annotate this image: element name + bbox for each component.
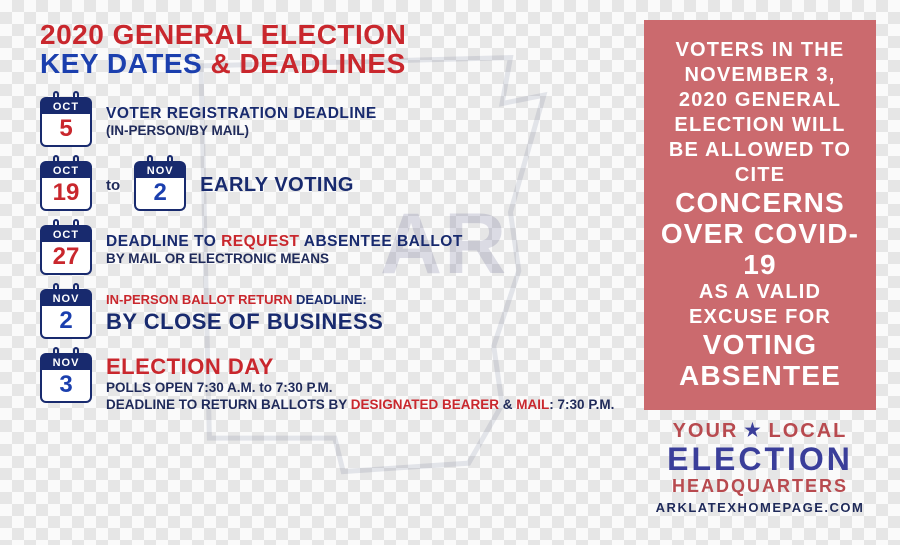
event-sub: POLLS OPEN 7:30 A.M. to 7:30 P.M. bbox=[106, 380, 624, 397]
site-url: ARKLATEXHOMEPAGE.COM bbox=[644, 501, 876, 515]
event-sub: (IN-PERSON/BY MAIL) bbox=[106, 123, 624, 140]
event-row: NOV 3 ELECTION DAY POLLS OPEN 7:30 A.M. … bbox=[40, 353, 624, 414]
event-row: OCT 19 to NOV 2 EARLY VOTING bbox=[40, 161, 624, 211]
calendar-icon: OCT 5 bbox=[40, 97, 92, 147]
header-line1: 2020 GENERAL ELECTION bbox=[40, 20, 624, 49]
event-sub: DEADLINE TO RETURN BALLOTS BY DESIGNATED… bbox=[106, 397, 624, 414]
calendar-icon: OCT 27 bbox=[40, 225, 92, 275]
date-joiner: to bbox=[106, 177, 120, 194]
event-row: NOV 2 IN-PERSON BALLOT RETURN DEADLINE: … bbox=[40, 289, 624, 339]
event-title: ELECTION DAY bbox=[106, 353, 624, 381]
calendar-icon: NOV 3 bbox=[40, 353, 92, 403]
event-row: OCT 5 VOTER REGISTRATION DEADLINE (IN-PE… bbox=[40, 97, 624, 147]
event-list: OCT 5 VOTER REGISTRATION DEADLINE (IN-PE… bbox=[40, 97, 624, 414]
calendar-day: 5 bbox=[40, 114, 92, 147]
election-hq-logo: YOUR ★ LOCAL ELECTION HEADQUARTERS ARKLA… bbox=[644, 420, 876, 515]
event-title: EARLY VOTING bbox=[200, 173, 624, 198]
event-sub: IN-PERSON BALLOT RETURN DEADLINE: bbox=[106, 292, 624, 308]
header: 2020 GENERAL ELECTION KEY DATES & DEADLI… bbox=[40, 20, 624, 79]
event-sub: BY MAIL OR ELECTRONIC MEANS bbox=[106, 251, 624, 268]
event-title: BY CLOSE OF BUSINESS bbox=[106, 308, 624, 336]
calendar-icon: NOV 2 bbox=[40, 289, 92, 339]
star-icon: ★ bbox=[744, 421, 762, 441]
calendar-icon: OCT 19 bbox=[40, 161, 92, 211]
calendar-icon: NOV 2 bbox=[134, 161, 186, 211]
event-title: DEADLINE TO REQUEST ABSENTEE BALLOT bbox=[106, 232, 624, 251]
sidebar: VOTERS IN THE NOVEMBER 3, 2020 GENERAL E… bbox=[644, 20, 876, 529]
main-content: 2020 GENERAL ELECTION KEY DATES & DEADLI… bbox=[40, 20, 644, 529]
event-title: VOTER REGISTRATION DEADLINE bbox=[106, 104, 624, 123]
covid-callout: VOTERS IN THE NOVEMBER 3, 2020 GENERAL E… bbox=[644, 20, 876, 410]
event-row: OCT 27 DEADLINE TO REQUEST ABSENTEE BALL… bbox=[40, 225, 624, 275]
header-line2: KEY DATES & DEADLINES bbox=[40, 49, 624, 78]
